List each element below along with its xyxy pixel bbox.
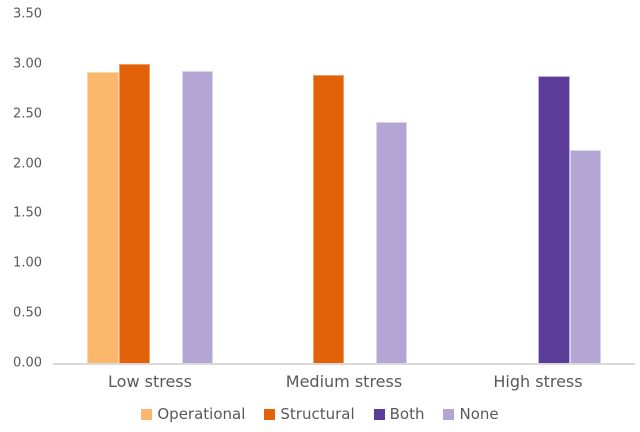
bar-slot xyxy=(538,76,570,363)
bar-both xyxy=(538,76,570,363)
legend-item: None xyxy=(443,405,499,423)
y-tick-label: 2.50 xyxy=(13,106,42,122)
category-label: Medium stress xyxy=(285,372,403,391)
bar-operational xyxy=(87,72,119,363)
category-label: Low stress xyxy=(108,372,192,391)
legend-swatch-icon xyxy=(141,408,153,420)
legend-swatch-icon xyxy=(264,408,276,420)
y-tick-label: 1.00 xyxy=(13,255,42,271)
legend-item: Both xyxy=(373,405,425,423)
bar-structural xyxy=(312,75,344,363)
y-tick-label: 2.00 xyxy=(13,156,42,172)
legend-item: Structural xyxy=(264,405,355,423)
y-tick-label: 0.50 xyxy=(13,305,42,321)
y-tick-label: 1.50 xyxy=(13,205,42,221)
y-tick-label: 3.50 xyxy=(13,6,42,22)
legend-item: Operational xyxy=(141,405,245,423)
bar-none xyxy=(375,122,407,363)
plot-area xyxy=(53,14,635,365)
bar-slot xyxy=(87,72,119,363)
legend-swatch-icon xyxy=(373,408,385,420)
bar-none xyxy=(181,71,213,363)
bar-slot xyxy=(569,150,601,363)
y-axis: 0.00 0.50 1.00 1.50 2.00 2.50 3.00 3.50 xyxy=(0,8,44,370)
y-tick-label: 3.00 xyxy=(13,56,42,72)
category-group xyxy=(53,14,247,363)
legend-label: Both xyxy=(389,405,425,423)
category-group xyxy=(441,14,635,363)
legend-label: Operational xyxy=(157,405,246,423)
legend-label: Structural xyxy=(280,405,355,423)
bar-structural xyxy=(118,64,150,363)
category-group xyxy=(247,14,441,363)
legend-label: None xyxy=(459,405,499,423)
bar-none xyxy=(569,150,601,363)
legend-swatch-icon xyxy=(443,408,455,420)
bar-slot xyxy=(375,122,407,363)
legend: Operational Structural Both None xyxy=(0,405,640,423)
bar-slot xyxy=(181,71,213,363)
x-axis-labels: Low stress Medium stress High stress xyxy=(53,372,635,391)
category-label: High stress xyxy=(493,372,583,391)
bar-slot xyxy=(118,64,150,363)
bar-slot xyxy=(312,75,344,363)
y-tick-label: 0.00 xyxy=(13,355,42,371)
